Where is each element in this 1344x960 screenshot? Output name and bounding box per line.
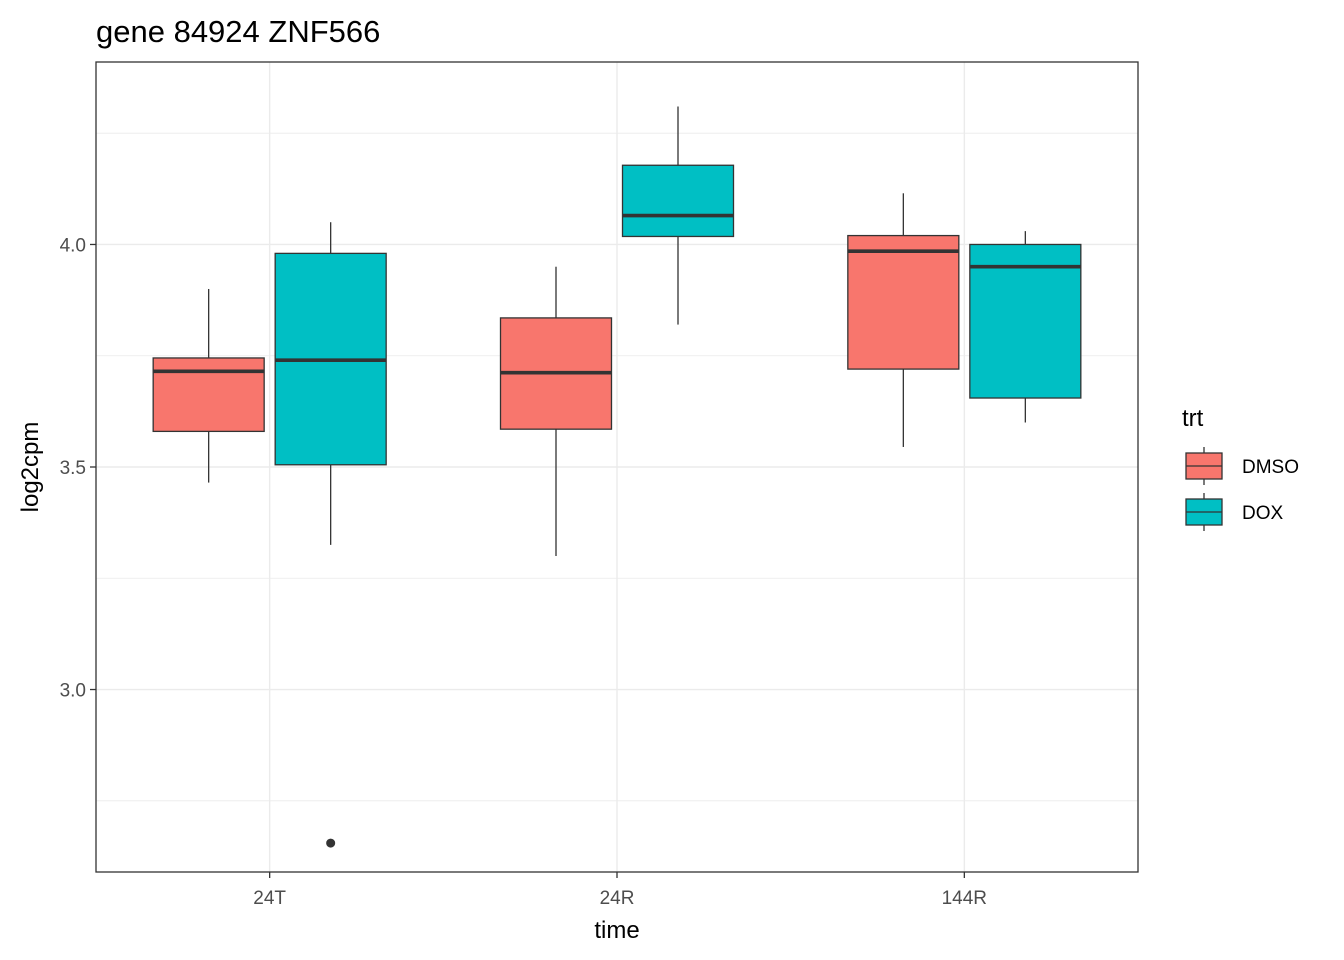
legend-label-dox: DOX [1242, 503, 1284, 524]
box-dmso-144r [847, 234, 960, 370]
x-tick-label: 24T [253, 888, 286, 909]
legend-label-dmso: DMSO [1242, 457, 1299, 478]
box-dox-24r [621, 164, 735, 238]
x-tick-label: 24R [600, 888, 635, 909]
box-dox-144r [969, 243, 1082, 399]
x-tick-label: 144R [942, 888, 987, 909]
y-axis-title: log2cpm [17, 422, 44, 513]
legend-title: trt [1182, 405, 1204, 432]
axes: 3.0 3.5 4.0 24T 24R 144R [60, 235, 987, 909]
y-tick-label: 3.5 [60, 458, 86, 479]
y-tick-label: 4.0 [60, 235, 86, 256]
box-layer [152, 106, 1082, 848]
outlier-point [326, 838, 336, 848]
y-tick-label: 3.0 [60, 681, 86, 702]
grid-lines [96, 62, 1138, 872]
box-dmso-24t [152, 357, 265, 433]
x-axis-title: time [594, 917, 639, 944]
chart-title: gene 84924 ZNF566 [96, 14, 380, 49]
legend: trt DMSO DOX [1182, 405, 1299, 531]
